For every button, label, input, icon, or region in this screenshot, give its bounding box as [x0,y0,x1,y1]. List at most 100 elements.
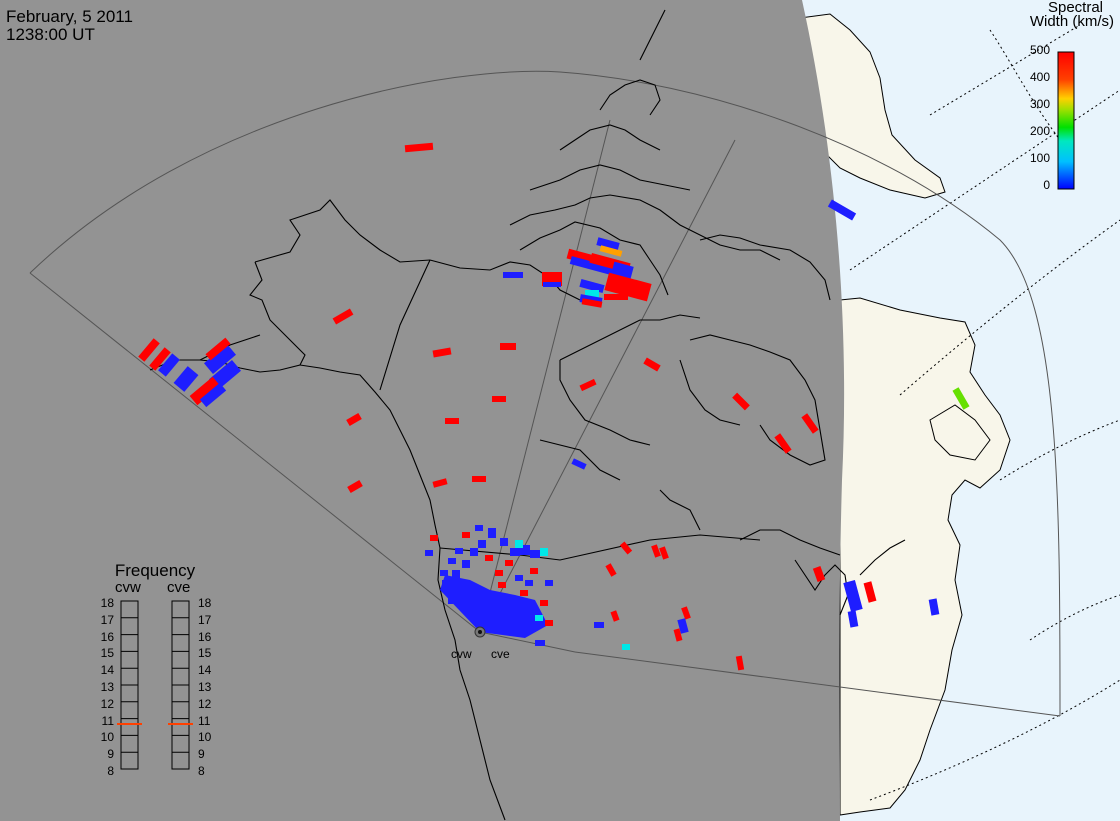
freq-number-cvw: 17 [100,612,114,627]
scatter-gate [492,598,502,606]
scatter-gate [952,387,970,410]
scatter-gate [425,550,433,556]
scatter-gate [515,540,523,548]
scatter-gate [520,590,528,596]
cve-column-label: cve [167,579,191,596]
freq-number-cve: 18 [198,596,212,610]
scatter-gate [204,343,236,375]
scatter-gate [605,563,617,577]
scatter-gate [843,579,863,613]
scatter-gate [571,458,587,470]
date-label: February, 5 2011 [6,7,133,26]
scatter-gate [604,272,652,302]
scatter-gate [149,347,171,371]
freq-number-cve: 12 [198,696,212,711]
colorbar-tick: 100 [1029,151,1050,165]
scatter-gate [510,620,520,628]
scatter-gate [735,655,745,671]
scatter-gate [485,555,493,561]
scatter-gate [535,640,545,646]
scatter-gate [643,357,661,372]
colorbar-tick: 400 [1029,70,1050,84]
freq-number-cvw: 18 [100,596,114,610]
scatter-gate [569,256,617,276]
scatter-gate [928,598,940,616]
scatter-gate [332,308,354,325]
near-range-scatter [440,575,548,638]
scatter-gate [205,337,231,361]
freq-number-cve: 8 [198,764,205,778]
scatter-gate [346,412,362,427]
scatter-gate [604,294,628,300]
time-label: 1238:00 UT [6,25,95,44]
scatter-gate [505,560,513,566]
night-region [0,0,845,821]
field-of-view [29,70,1061,717]
colorbar-tick: 500 [1029,43,1050,57]
scatter-gate [579,279,605,293]
scatter-gate [847,610,859,628]
scatter-gate [827,199,857,221]
freq-number-cvw: 12 [100,696,114,711]
scatter-gate [189,376,221,406]
cvw-column-label: cvw [115,579,141,596]
freq-ticks [121,617,189,770]
scatter-gate [475,525,483,531]
scatter-gates [138,142,970,671]
scatter-gate [673,628,683,642]
scatter-gate [347,479,363,494]
freq-number-cvw: 13 [100,680,114,694]
scatter-gate [520,545,530,555]
scatter-gate [594,622,604,628]
scatter-gate [404,142,434,153]
scatter-gate [492,396,506,402]
scatter-gate [651,544,661,558]
scatter-gate [478,540,486,548]
scatter-gate [510,548,520,556]
scatter-gate [812,566,826,582]
colorbar-title-line2: Width (km/s) [1029,13,1114,30]
scatter-gate [440,570,448,576]
scatter-gate [535,615,543,621]
freq-number-cve: 14 [198,663,212,678]
scatter-gate [659,546,669,560]
scatter-gate [158,353,180,377]
freq-number-cvw: 9 [107,747,114,762]
scatter-gate [432,347,452,358]
scatter-gate [448,596,458,604]
colorbar-title-line1: Spectral [1047,0,1103,16]
colorbar-tick: 300 [1029,97,1050,111]
scatter-gate [462,532,470,538]
scatter-gate [432,478,448,488]
scatter-gate [448,558,456,564]
scatter-gate [540,600,548,606]
scatter-gate [801,413,819,434]
scatter-gate [452,570,460,578]
scatter-gate [530,550,540,558]
scatter-gate [581,298,603,308]
freq-number-cvw: 10 [100,730,114,745]
grid-lines [849,24,1120,801]
coastlines [149,9,906,821]
colorbar-tick: 0 [1043,178,1050,192]
radar-site-center [478,630,482,634]
scatter-gate [774,433,792,454]
scatter-gate [173,366,199,392]
scatter-gate [525,580,533,586]
freq-number-cvw: 14 [100,663,114,678]
scatter-gate [445,418,459,424]
freq-number-cve: 15 [198,646,212,661]
scatter-gate [472,476,486,482]
scatter-gate [488,528,496,538]
scatter-gate [677,618,689,634]
newfoundland-land [929,404,991,461]
freq-number-cve: 13 [198,680,212,694]
scatter-gate [498,582,506,588]
freq-number-cve: 16 [198,629,212,644]
greenland-land [799,13,946,199]
scatter-gate [470,600,480,608]
colorbar-tick: 200 [1029,124,1050,138]
scatter-gate [579,378,597,392]
colorbar [1057,51,1075,190]
scatter-gate [500,610,510,618]
